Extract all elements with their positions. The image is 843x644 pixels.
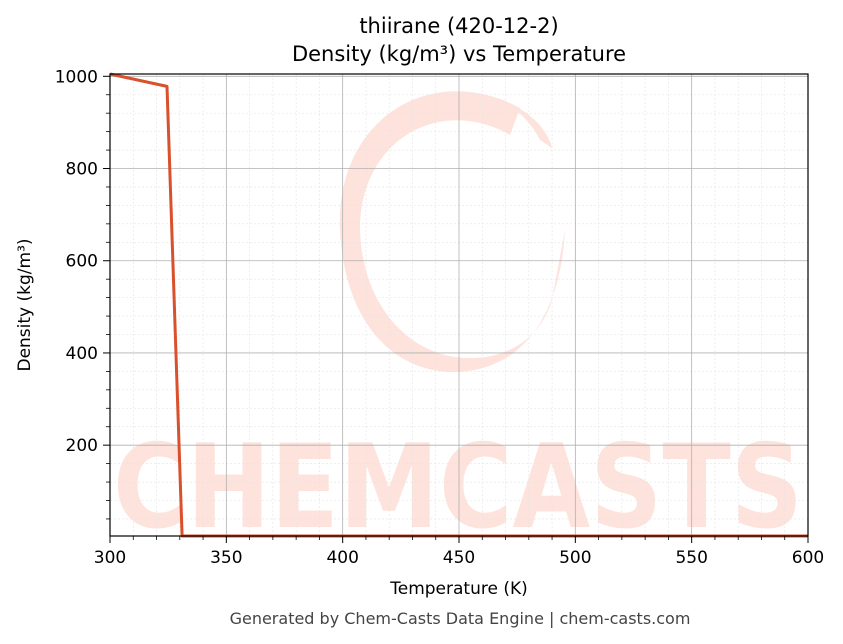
y-tick-label: 600 [66,252,98,272]
axis-ticks [103,75,809,543]
x-tick-label: 400 [326,548,358,568]
y-tick-label: 400 [66,344,98,364]
x-tick-label: 450 [443,548,475,568]
chart-title: thiirane (420-12-2) [359,14,558,38]
watermark-text: CHEMCASTS [113,420,803,555]
x-tick-label: 550 [675,548,707,568]
chemcasts-watermark: CHEMCASTS [113,91,803,555]
watermark-swoosh [339,91,565,373]
x-tick-label: 600 [792,548,824,568]
y-tick-label: 800 [66,160,98,180]
x-tick-label: 500 [559,548,591,568]
y-tick-label: 1000 [55,67,98,87]
footer-credit: Generated by Chem-Casts Data Engine | ch… [230,609,691,628]
x-tick-label: 300 [94,548,126,568]
y-axis-label: Density (kg/m³) [15,238,35,371]
chart-subtitle: Density (kg/m³) vs Temperature [292,42,626,66]
x-axis-label: Temperature (K) [389,579,528,599]
x-tick-label: 350 [210,548,242,568]
watermark-swoosh-tail [498,98,552,148]
y-tick-label: 200 [66,436,98,456]
tick-labels: 300 350 400 450 500 550 600 200 400 600 800 1000 [55,67,824,568]
